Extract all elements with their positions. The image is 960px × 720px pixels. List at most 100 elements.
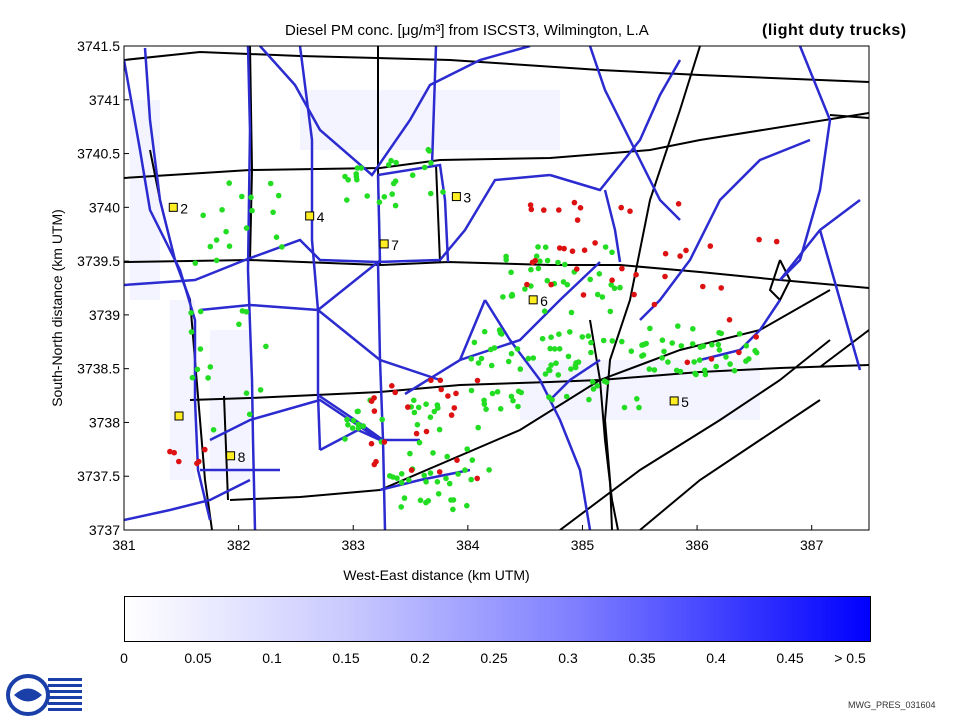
- red-emission-dot: [474, 377, 481, 384]
- green-emission-dot: [475, 424, 482, 431]
- red-emission-dot: [651, 301, 658, 308]
- green-emission-dot: [528, 266, 534, 273]
- red-emission-dot: [413, 430, 420, 437]
- red-emission-dot: [541, 207, 547, 213]
- green-emission-dot: [468, 387, 475, 394]
- green-emission-dot: [515, 388, 522, 395]
- green-emission-dot: [192, 260, 199, 266]
- red-emission-dot: [524, 281, 530, 288]
- freeway-line: [699, 299, 782, 362]
- red-emission-dot: [528, 206, 535, 213]
- road-line: [189, 364, 869, 401]
- green-emission-dot: [588, 339, 594, 346]
- green-emission-dot: [588, 349, 594, 356]
- footer-code: MWG_PRES_031604: [848, 700, 936, 710]
- red-emission-dot: [662, 273, 668, 280]
- road-line: [124, 258, 869, 289]
- road-line: [589, 319, 619, 530]
- y-tick-label: 3737: [89, 522, 120, 538]
- green-emission-dot: [415, 404, 422, 411]
- green-emission-dot: [411, 397, 417, 404]
- green-emission-dot: [689, 341, 696, 347]
- green-emission-dot: [431, 408, 438, 415]
- red-emission-dot: [438, 386, 445, 393]
- receptor-label: 6: [540, 293, 548, 309]
- green-emission-dot: [427, 470, 434, 476]
- receptor-label: 2: [180, 200, 188, 216]
- road-line: [829, 114, 869, 119]
- colorbar-tick-label: 0.1: [262, 650, 282, 666]
- red-emission-dot: [371, 408, 378, 414]
- red-emission-dot: [592, 240, 598, 246]
- green-emission-dot: [350, 417, 357, 424]
- green-emission-dot: [423, 401, 429, 408]
- green-emission-dot: [548, 334, 554, 341]
- red-emission-dot: [529, 259, 536, 266]
- green-emission-dot: [360, 423, 367, 429]
- green-emission-dot: [619, 338, 625, 345]
- green-emission-dot: [494, 389, 501, 395]
- green-emission-dot: [669, 340, 675, 346]
- red-emission-dot: [574, 217, 581, 223]
- green-emission-dot: [226, 243, 233, 249]
- road-line: [124, 112, 869, 179]
- plot-area: 2 4 3 7 6 5 8: [124, 46, 869, 530]
- red-emission-dot: [580, 292, 587, 298]
- colorbar-tick-label: 0.45: [776, 650, 804, 666]
- green-emission-dot: [236, 321, 242, 328]
- x-tick-label: 383: [342, 537, 366, 553]
- green-emission-dot: [691, 359, 697, 365]
- red-emission-dot: [448, 412, 455, 418]
- green-emission-dot: [541, 308, 548, 315]
- green-emission-dot: [673, 367, 680, 374]
- green-emission-dot: [565, 353, 572, 360]
- freeway-line: [458, 299, 487, 361]
- red-emission-dot: [736, 349, 742, 356]
- red-emission-dot: [371, 395, 377, 401]
- green-emission-dot: [483, 406, 489, 413]
- road-line: [249, 46, 254, 261]
- red-emission-dot: [707, 243, 714, 249]
- green-emission-dot: [364, 193, 371, 199]
- green-emission-dot: [194, 366, 201, 373]
- green-emission-dot: [555, 372, 562, 378]
- x-axis-label: West-East distance (km UTM): [343, 567, 529, 583]
- green-emission-dot: [546, 366, 552, 373]
- green-emission-dot: [421, 472, 428, 479]
- green-emission-dot: [568, 309, 575, 316]
- green-emission-dot: [567, 329, 573, 335]
- green-emission-dot: [651, 367, 658, 373]
- red-emission-dot: [556, 245, 563, 251]
- green-emission-dot: [496, 327, 503, 333]
- green-emission-dot: [409, 172, 416, 178]
- green-emission-dot: [702, 367, 708, 374]
- green-emission-dot: [243, 309, 250, 315]
- green-emission-dot: [547, 345, 553, 352]
- green-emission-dot: [535, 265, 542, 272]
- green-emission-dot: [743, 358, 749, 364]
- red-emission-dot: [677, 253, 683, 259]
- green-emission-dot: [609, 249, 615, 256]
- red-emission-dot: [561, 245, 567, 252]
- red-emission-dot: [196, 458, 202, 465]
- red-emission-dot: [423, 428, 430, 435]
- receptor-marker: [528, 295, 538, 305]
- green-emission-dot: [551, 346, 558, 352]
- green-emission-dot: [416, 439, 423, 446]
- green-emission-dot: [517, 366, 524, 372]
- green-emission-dot: [257, 387, 264, 393]
- red-emission-dot: [609, 277, 615, 284]
- red-emission-dot: [633, 271, 639, 278]
- red-emission-dot: [389, 383, 395, 389]
- green-emission-dot: [601, 378, 608, 385]
- green-emission-dot: [344, 197, 350, 203]
- green-emission-dot: [659, 337, 666, 344]
- green-emission-dot: [481, 328, 488, 335]
- red-emission-dot: [569, 248, 576, 254]
- green-emission-dot: [548, 362, 554, 368]
- colorbar-tick-label: 0: [120, 650, 128, 666]
- green-emission-dot: [716, 347, 723, 353]
- road-line: [223, 395, 229, 501]
- green-emission-dot: [647, 325, 653, 332]
